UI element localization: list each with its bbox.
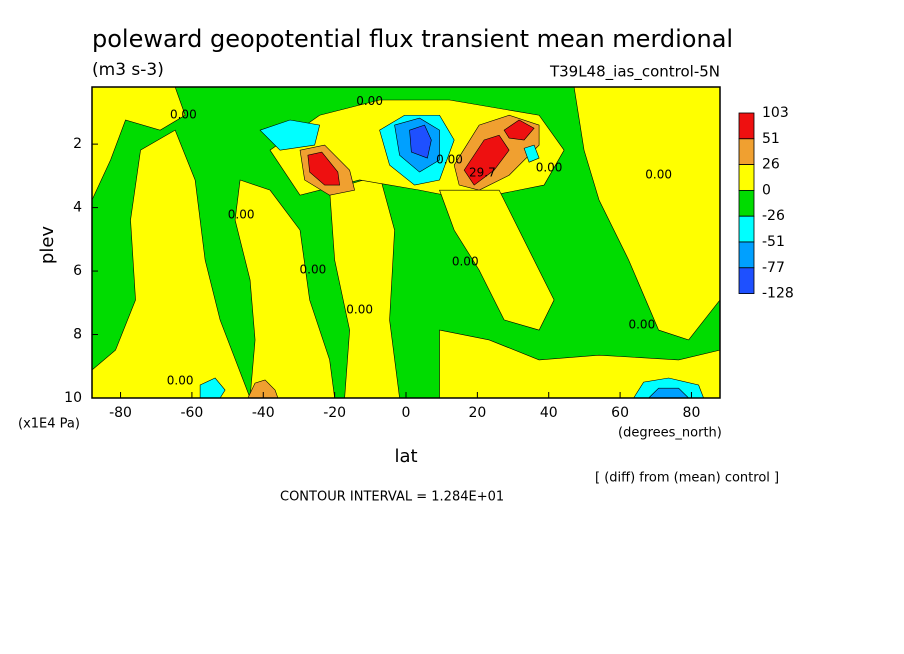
colorbar-label: 0 xyxy=(762,182,771,198)
contour-label: 0.00 xyxy=(628,318,655,332)
y-tick-label: 2 xyxy=(73,136,82,152)
colorbar-label: -128 xyxy=(762,286,794,302)
annotation: T39L48_ias_control-5N xyxy=(549,63,720,82)
contour-region xyxy=(91,86,186,201)
y-tick-label: 6 xyxy=(73,263,82,279)
x-tick-label: 80 xyxy=(683,405,701,421)
colorbar-label: -26 xyxy=(762,208,785,224)
x-tick-label: 0 xyxy=(402,405,411,421)
contour-label: 0.00 xyxy=(167,373,194,387)
x-tick-label: -20 xyxy=(323,405,346,421)
contour-region xyxy=(439,189,555,331)
contour-label: 0.00 xyxy=(645,168,672,182)
y-tick-label: 8 xyxy=(73,327,82,343)
colorbar-box xyxy=(738,164,755,191)
colorbar-label: 51 xyxy=(762,131,780,147)
x-tick-label: -60 xyxy=(180,405,203,421)
contour-region xyxy=(259,119,321,151)
contour-region xyxy=(503,119,535,141)
contour-interval: CONTOUR INTERVAL = 1.284E+01 xyxy=(280,490,504,505)
y-unit: (x1E4 Pa) xyxy=(18,417,80,432)
contour-label: 0.00 xyxy=(170,108,197,122)
colorbar-box xyxy=(738,241,755,269)
contour-region xyxy=(199,377,226,399)
x-tick-label: 60 xyxy=(611,405,629,421)
colorbar-box xyxy=(738,138,755,166)
contour-region xyxy=(409,124,432,159)
colorbar-label: -77 xyxy=(762,260,785,276)
contour-region xyxy=(463,134,510,186)
colorbar-label: 103 xyxy=(762,105,789,121)
colorbar-box xyxy=(738,215,755,243)
colorbar-label: -51 xyxy=(762,234,785,250)
contour-label: 0.00 xyxy=(452,255,479,269)
y-axis-label: plev xyxy=(37,226,58,265)
x-unit: (degrees_north) xyxy=(618,426,722,441)
x-tick-label: 40 xyxy=(540,405,558,421)
contour-region xyxy=(523,144,540,163)
y-tick-label: 4 xyxy=(73,200,82,216)
colorbar-label: 26 xyxy=(762,157,780,173)
contour-label: 0.00 xyxy=(228,208,255,222)
contour-label: 0.00 xyxy=(356,94,383,108)
note: [ (diff) from (mean) control ] xyxy=(595,471,779,486)
subtitle: (m3 s-3) xyxy=(92,60,164,80)
contour-label: 0.00 xyxy=(346,303,373,317)
chart-title: poleward geopotential flux transient mea… xyxy=(92,25,733,53)
contour-label: 0.00 xyxy=(436,152,463,166)
x-axis-label: lat xyxy=(394,446,417,467)
contour-label: 0.00 xyxy=(536,161,563,175)
x-tick-label: -40 xyxy=(252,405,275,421)
x-tick-label: 20 xyxy=(468,405,486,421)
contour-label: 0.00 xyxy=(300,263,327,277)
contour-label: 29.7 xyxy=(469,166,496,180)
colorbar-box xyxy=(738,189,755,217)
contour-region xyxy=(307,151,340,186)
colorbar-box xyxy=(738,112,755,140)
y-tick-label: 10 xyxy=(64,390,82,406)
x-tick-label: -80 xyxy=(109,405,132,421)
colorbar-box xyxy=(738,267,755,294)
